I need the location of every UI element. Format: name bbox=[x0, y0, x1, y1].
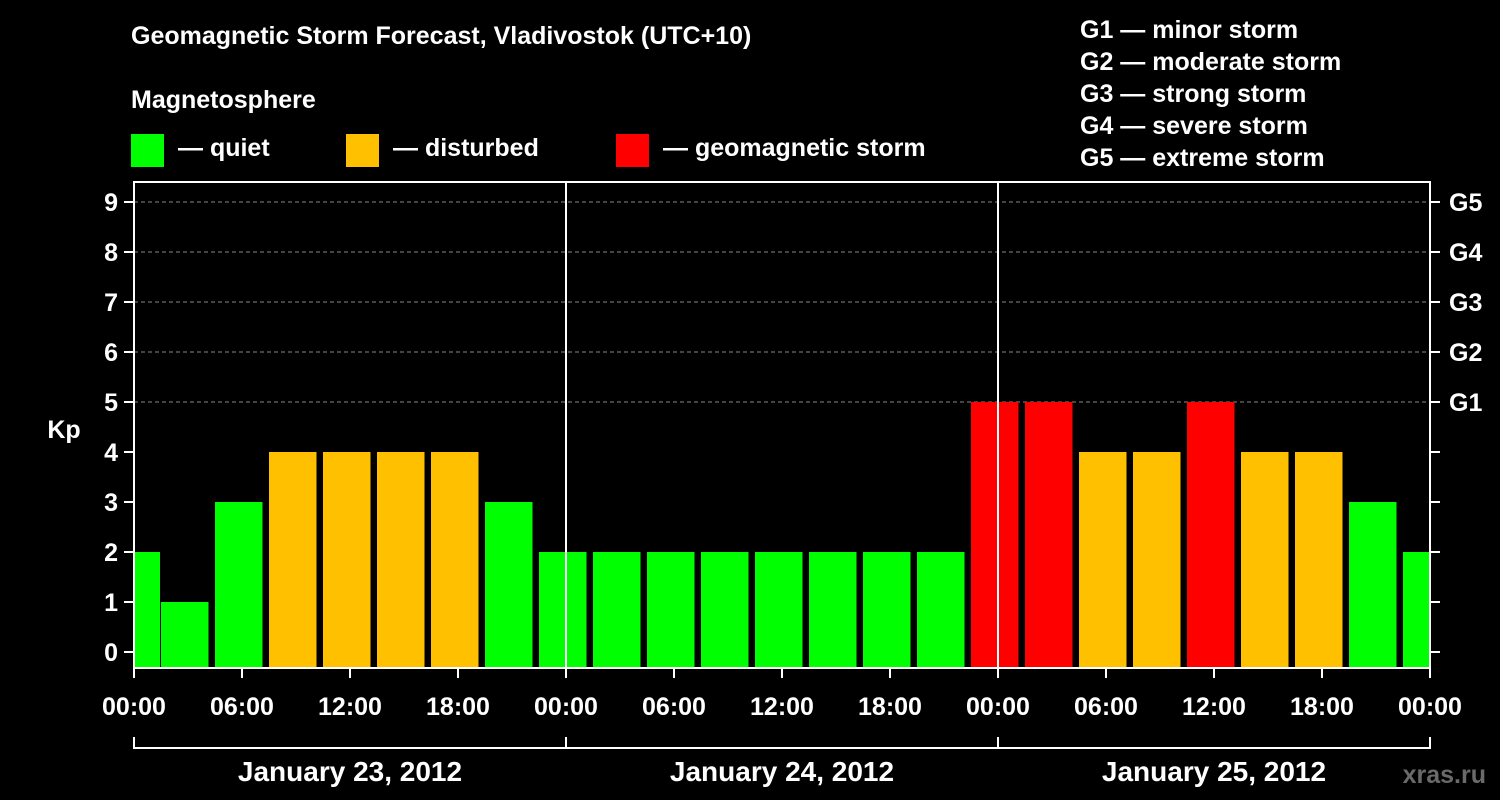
g-scale-legend: G1 — minor storm G2 — moderate storm G3 … bbox=[1080, 14, 1341, 174]
legend-swatch-quiet bbox=[131, 134, 164, 167]
day-label-0: January 23, 2012 bbox=[238, 756, 462, 787]
g-axis-label-g2: G2 bbox=[1449, 339, 1482, 367]
legend-label-quiet: — quiet bbox=[178, 134, 270, 162]
x-tick-label-9: 06:00 bbox=[1074, 693, 1138, 721]
bar-1 bbox=[161, 602, 209, 667]
x-tick-label-5: 06:00 bbox=[642, 693, 706, 721]
bar-7 bbox=[485, 502, 533, 667]
y-tick-label-1: 1 bbox=[104, 589, 118, 617]
bar-10 bbox=[647, 552, 695, 667]
x-tick-label-8: 00:00 bbox=[966, 693, 1030, 721]
bar-4 bbox=[323, 452, 371, 667]
bar-14 bbox=[863, 552, 911, 667]
legend-label-disturbed: — disturbed bbox=[393, 134, 539, 162]
y-tick-label-3: 3 bbox=[104, 489, 118, 517]
y-tick-label-9: 9 bbox=[104, 189, 118, 217]
bar-2 bbox=[215, 502, 263, 667]
x-tick-label-6: 12:00 bbox=[750, 693, 814, 721]
bar-23 bbox=[1349, 502, 1397, 667]
watermark: xras.ru bbox=[1402, 761, 1486, 789]
y-tick-label-4: 4 bbox=[104, 439, 118, 467]
bar-0 bbox=[134, 552, 160, 667]
bar-21 bbox=[1241, 452, 1289, 667]
bar-13 bbox=[809, 552, 857, 667]
g-scale-g5: G5 — extreme storm bbox=[1080, 144, 1325, 172]
g-scale-g1: G1 — minor storm bbox=[1080, 16, 1299, 44]
y-tick-label-0: 0 bbox=[104, 639, 118, 667]
g-axis-label-g5: G5 bbox=[1449, 189, 1482, 217]
bar-15 bbox=[917, 552, 965, 667]
legend-swatch-disturbed bbox=[346, 134, 379, 167]
bar-16 bbox=[971, 402, 1019, 667]
day-label-1: January 24, 2012 bbox=[670, 756, 894, 787]
x-tick-label-0: 00:00 bbox=[102, 693, 166, 721]
g-scale-g2: G2 — moderate storm bbox=[1080, 48, 1342, 76]
bar-24 bbox=[1403, 552, 1429, 667]
bar-6 bbox=[431, 452, 479, 667]
day-label-2: January 25, 2012 bbox=[1102, 756, 1326, 787]
x-tick-label-7: 18:00 bbox=[858, 693, 922, 721]
legend-label-storm: — geomagnetic storm bbox=[663, 134, 926, 162]
g-axis-label-g3: G3 bbox=[1449, 289, 1482, 317]
x-tick-label-11: 18:00 bbox=[1290, 693, 1354, 721]
y-axis-title: Kp bbox=[47, 416, 80, 444]
g-scale-g4: G4 — severe storm bbox=[1080, 112, 1308, 140]
bar-8 bbox=[539, 552, 587, 667]
x-tick-label-3: 18:00 bbox=[426, 693, 490, 721]
bar-9 bbox=[593, 552, 641, 667]
y-tick-label-7: 7 bbox=[104, 289, 118, 317]
bar-12 bbox=[755, 552, 803, 667]
x-tick-label-2: 12:00 bbox=[318, 693, 382, 721]
bar-19 bbox=[1133, 452, 1181, 667]
bar-22 bbox=[1295, 452, 1343, 667]
bar-18 bbox=[1079, 452, 1127, 667]
bar-3 bbox=[269, 452, 317, 667]
y-tick-label-5: 5 bbox=[104, 389, 118, 417]
bar-5 bbox=[377, 452, 425, 667]
chart-title: Geomagnetic Storm Forecast, Vladivostok … bbox=[131, 22, 752, 50]
magnetosphere-label: Magnetosphere bbox=[131, 86, 316, 114]
y-tick-label-6: 6 bbox=[104, 339, 118, 367]
g-scale-g3: G3 — strong storm bbox=[1080, 80, 1307, 108]
bar-11 bbox=[701, 552, 749, 667]
y-tick-label-8: 8 bbox=[104, 239, 118, 267]
y-tick-label-2: 2 bbox=[104, 539, 118, 567]
legend-swatch-storm bbox=[616, 134, 649, 167]
g-axis-label-g4: G4 bbox=[1449, 239, 1482, 267]
bar-20 bbox=[1187, 402, 1235, 667]
x-tick-label-1: 06:00 bbox=[210, 693, 274, 721]
x-tick-label-12: 00:00 bbox=[1398, 693, 1462, 721]
bar-17 bbox=[1025, 402, 1073, 667]
x-tick-label-10: 12:00 bbox=[1182, 693, 1246, 721]
g-axis-label-g1: G1 bbox=[1449, 389, 1482, 417]
x-tick-label-4: 00:00 bbox=[534, 693, 598, 721]
